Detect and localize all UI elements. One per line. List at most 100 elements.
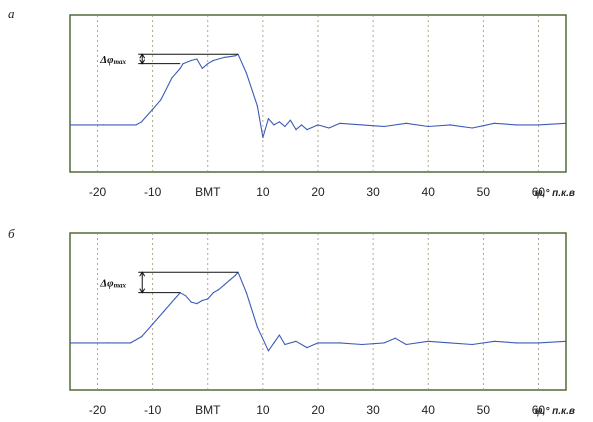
data-point: [267, 350, 269, 352]
series-line: [70, 271, 567, 352]
x-tick-label: 40: [422, 403, 436, 417]
data-point: [383, 125, 385, 128]
data-point: [565, 122, 567, 124]
data-point: [565, 340, 567, 342]
delta-max-annotation: Δφmax: [99, 53, 239, 66]
x-tick-label: 50: [477, 403, 491, 417]
x-tick-label: -10: [144, 403, 162, 417]
arrow-up-icon: [139, 271, 146, 277]
data-point: [201, 299, 203, 302]
data-point: [361, 124, 363, 126]
data-point: [212, 292, 214, 294]
arrow-down-icon: [139, 59, 146, 65]
data-point: [339, 122, 341, 124]
chart-panel-1: -20 -10 ВМТ 10 20 30 40 50 60 а φ,° п.к.в Δφmax: [8, 6, 575, 199]
x-tick-label: 40: [422, 185, 436, 199]
data-point: [223, 284, 225, 286]
data-point: [234, 274, 236, 276]
data-point: [278, 334, 280, 336]
data-point: [449, 124, 451, 126]
data-point: [515, 124, 518, 126]
x-tick-label: 10: [256, 185, 270, 199]
data-point: [207, 298, 209, 300]
data-point: [171, 77, 173, 79]
chart-panel-2: -20 -10 ВМТ 10 20 30 40 50 60 б φ,° п.к.в Δφmax: [8, 226, 575, 417]
data-point: [245, 292, 247, 294]
x-tick-label: ВМТ: [195, 403, 221, 417]
x-tick-label: 60: [532, 403, 546, 417]
data-point: [295, 340, 297, 342]
data-point: [207, 63, 209, 65]
data-point: [201, 67, 203, 69]
x-axis-label: φ,° п.к.в: [535, 184, 575, 199]
data-point: [383, 342, 385, 344]
data-point: [190, 59, 192, 62]
plot-area: [69, 14, 567, 173]
data-point: [427, 125, 429, 128]
data-point: [493, 122, 495, 124]
data-point: [317, 124, 319, 126]
data-point: [141, 336, 143, 338]
data-point: [218, 288, 220, 291]
data-point: [284, 125, 286, 128]
data-point: [152, 108, 154, 110]
data-point: [306, 347, 308, 349]
data-point: [295, 129, 297, 131]
annotation-label: Δφmax: [99, 54, 126, 66]
data-point: [300, 124, 303, 126]
data-point: [405, 122, 407, 124]
data-point: [493, 340, 495, 342]
data-point: [245, 72, 247, 74]
x-tick-label: 30: [366, 185, 380, 199]
data-point: [223, 56, 225, 59]
x-tick-label: 20: [311, 403, 325, 417]
data-point: [69, 342, 71, 344]
data-point: [190, 301, 192, 303]
panel-label: б: [8, 226, 15, 241]
plot-area: [69, 232, 567, 391]
x-tick-label: -20: [89, 185, 107, 199]
data-point: [267, 118, 269, 120]
data-point: [141, 121, 143, 123]
data-point: [449, 342, 451, 344]
data-point: [289, 119, 291, 121]
delta-max-annotation: Δφmax: [99, 271, 239, 294]
data-point: [273, 342, 275, 344]
data-point: [394, 337, 396, 339]
data-point: [537, 124, 540, 126]
data-point: [196, 303, 198, 305]
x-tick-label: -10: [144, 185, 162, 199]
data-point: [278, 121, 280, 123]
data-point: [317, 342, 319, 344]
x-tick-label: 60: [532, 185, 546, 199]
data-point: [108, 342, 110, 344]
annotation-subscript: max: [114, 281, 127, 289]
data-point: [427, 340, 429, 342]
data-point: [174, 298, 176, 300]
data-point: [179, 67, 181, 69]
data-point: [196, 58, 198, 60]
data-point: [273, 124, 275, 126]
x-tick-label: 20: [311, 185, 325, 199]
annotation-label: Δφmax: [99, 277, 126, 289]
data-point: [102, 124, 104, 126]
data-point: [234, 55, 236, 57]
data-point: [515, 342, 518, 344]
arrow-up-icon: [139, 53, 146, 59]
x-tick-label: 50: [477, 185, 491, 199]
annotation-symbol: Δφ: [99, 54, 114, 66]
x-axis-unit: ,° п.к.в: [542, 188, 575, 199]
data-point: [306, 129, 308, 131]
data-point: [229, 279, 231, 281]
data-point: [361, 343, 363, 346]
data-point: [262, 136, 264, 139]
x-tick-label: -20: [89, 403, 107, 417]
annotation-subscript: max: [114, 58, 127, 66]
x-axis-label: φ,° п.к.в: [535, 402, 575, 417]
data-point: [471, 127, 473, 129]
x-axis-unit: ,° п.к.в: [542, 406, 575, 417]
data-point: [256, 105, 258, 107]
data-point: [537, 342, 540, 344]
data-point: [471, 343, 473, 346]
